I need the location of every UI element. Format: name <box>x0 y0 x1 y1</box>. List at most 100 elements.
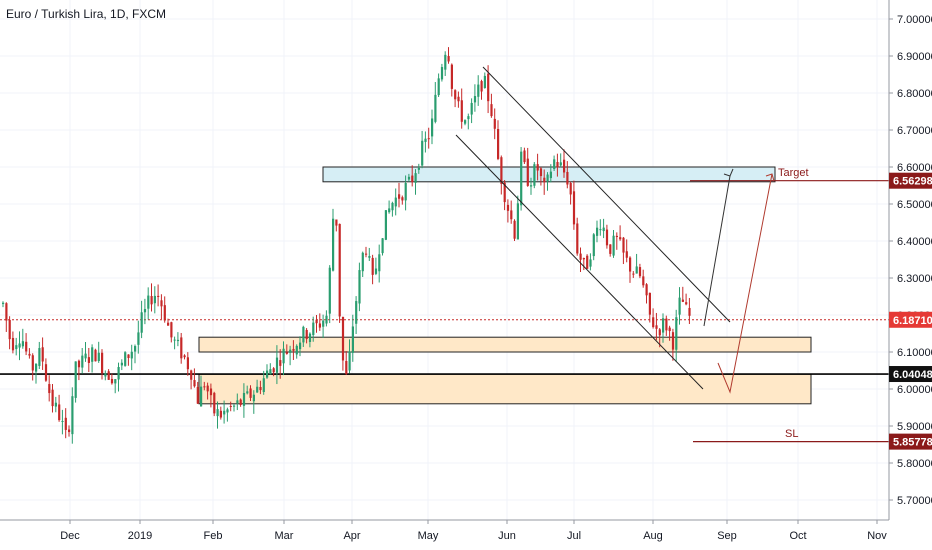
y-tick-label: 5.80000 <box>897 458 932 470</box>
candle-body <box>233 405 236 407</box>
candle-body <box>553 159 556 169</box>
candle-body <box>582 258 585 260</box>
candle-body <box>226 409 229 413</box>
candle-body <box>114 379 117 384</box>
candle-body <box>21 341 24 347</box>
candle-body <box>285 352 288 354</box>
candle-body <box>533 164 536 186</box>
candle-body <box>68 429 71 433</box>
candle-body <box>599 229 602 231</box>
candle-body <box>127 354 130 358</box>
candle-body <box>282 348 285 364</box>
candle-body <box>394 197 397 207</box>
channel-lower-line <box>455 134 704 390</box>
candle-body <box>681 299 684 302</box>
candle-body <box>371 257 374 275</box>
candle-body <box>589 259 592 267</box>
y-tick-label: 6.80000 <box>897 88 932 100</box>
candles <box>2 47 691 444</box>
x-tick-label: Jun <box>498 530 516 542</box>
candle-body <box>668 327 671 332</box>
y-tick-label: 6.50000 <box>897 199 932 211</box>
drawings <box>455 66 775 394</box>
candle-body <box>506 204 510 211</box>
candle-body <box>520 151 523 206</box>
candle-body <box>586 255 589 269</box>
candle-body <box>11 337 15 351</box>
candle-body <box>206 385 209 392</box>
candle-body <box>292 348 295 351</box>
candle-body <box>2 302 5 304</box>
candle-body <box>134 346 137 352</box>
price-tag-dark <box>889 433 932 450</box>
candle-body <box>655 325 658 329</box>
candle-body <box>160 300 163 307</box>
candle-body <box>365 253 368 255</box>
candle-body <box>444 54 447 70</box>
price-axis[interactable] <box>889 0 932 520</box>
candle-body <box>216 409 219 417</box>
candle-body <box>480 81 483 92</box>
candle-body <box>246 391 249 394</box>
candle-body <box>104 373 107 377</box>
candle-body <box>355 301 358 324</box>
candle-body <box>434 94 437 122</box>
y-tick-label: 5.70000 <box>897 495 932 507</box>
candle-body <box>401 197 404 201</box>
candle-body <box>335 219 338 226</box>
candle-body <box>44 364 48 381</box>
candle-body <box>338 223 341 317</box>
candle-body <box>417 167 420 170</box>
candle-body <box>477 84 480 97</box>
candle-body <box>28 353 31 356</box>
candle-body <box>490 104 493 117</box>
candle-body <box>665 318 668 331</box>
sl-label: SL <box>785 428 798 440</box>
candle-body <box>378 254 381 272</box>
candle-body <box>77 360 81 368</box>
candle-body <box>341 316 345 361</box>
candle-body <box>576 223 579 254</box>
candle-body <box>209 388 213 396</box>
candle-body <box>612 235 615 256</box>
candle-body <box>566 171 569 185</box>
candle-body <box>130 351 133 359</box>
x-tick-label: Nov <box>867 530 887 542</box>
candle-body <box>559 162 562 166</box>
bullish-arrow-head <box>723 168 734 177</box>
candle-body <box>38 348 41 366</box>
candle-body <box>671 332 675 350</box>
candle-body <box>658 329 661 336</box>
y-tick-label: 6.10000 <box>897 347 932 359</box>
candle-body <box>203 386 206 388</box>
candle-body <box>101 352 104 374</box>
candle-body <box>15 345 18 350</box>
candle-body <box>404 183 407 201</box>
y-tick-label: 6.40000 <box>897 236 932 248</box>
candle-body <box>163 305 166 321</box>
candle-body <box>592 234 595 257</box>
candle-body <box>678 297 681 315</box>
candle-body <box>454 90 457 100</box>
candle-body <box>361 252 364 272</box>
price-tag-red <box>889 311 932 328</box>
bullish-projection-line <box>703 175 731 327</box>
candle-body <box>81 355 84 368</box>
x-tick-label: 2019 <box>128 530 152 542</box>
candle-body <box>252 394 255 402</box>
chart-title: Euro / Turkish Lira, 1D, FXCM <box>6 7 166 21</box>
candle-body <box>302 326 305 343</box>
candle-body <box>229 405 232 407</box>
candle-body <box>622 237 625 253</box>
candle-body <box>526 158 529 186</box>
candle-body <box>381 238 384 254</box>
price-tag-dark <box>889 172 932 189</box>
time-axis-ticks: Dec 2019 Feb Mar Apr May Jun Jul Aug Sep Oct Nov <box>60 520 887 542</box>
candle-body <box>487 73 490 102</box>
candle-body <box>196 386 199 404</box>
candle-body <box>464 120 467 124</box>
candle-body <box>388 208 391 213</box>
time-axis[interactable] <box>0 520 889 550</box>
x-tick-label: Feb <box>204 530 223 542</box>
